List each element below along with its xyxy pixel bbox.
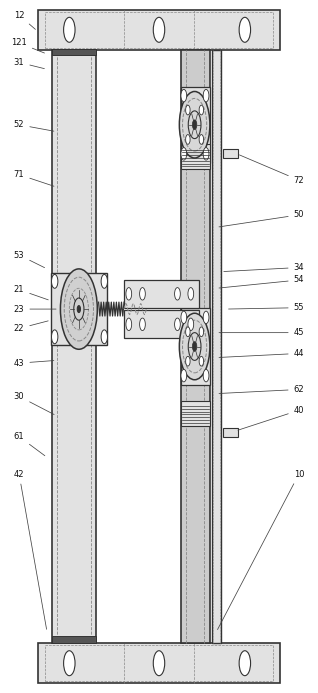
Text: 43: 43 [14,359,54,367]
Text: 50: 50 [219,211,304,227]
Text: 40: 40 [238,406,304,430]
Text: 10: 10 [218,470,304,629]
Bar [212,50,221,643]
Circle shape [179,91,210,158]
Bar [181,50,210,643]
Circle shape [140,288,145,300]
Bar [181,87,210,163]
Circle shape [52,330,58,344]
Bar [52,636,96,643]
Circle shape [186,327,190,337]
Text: 12: 12 [14,11,35,29]
Circle shape [188,288,194,300]
Circle shape [77,306,80,313]
Text: 52: 52 [14,121,54,131]
Circle shape [64,651,75,676]
Circle shape [199,134,204,144]
Text: 22: 22 [14,321,48,333]
Circle shape [186,356,190,366]
Text: 30: 30 [14,392,54,414]
Circle shape [181,89,187,102]
Bar [52,50,96,643]
Circle shape [181,148,187,160]
Text: 53: 53 [14,251,45,267]
Bar [38,643,280,683]
Text: 71: 71 [14,170,54,186]
Circle shape [52,274,58,288]
Circle shape [203,369,209,382]
Bar [52,49,96,55]
Circle shape [199,105,204,115]
Text: 44: 44 [219,349,304,358]
Text: 45: 45 [219,328,304,337]
Text: 62: 62 [219,385,304,394]
Bar [186,50,204,643]
Circle shape [175,288,180,300]
Circle shape [60,269,97,349]
Bar [223,428,238,437]
Circle shape [192,342,197,351]
Circle shape [203,89,209,102]
Text: 34: 34 [224,263,304,272]
Circle shape [153,17,165,42]
Bar [51,273,107,345]
Circle shape [186,134,190,144]
Bar [181,144,210,169]
Circle shape [203,311,209,324]
Bar [45,12,273,48]
Text: 42: 42 [14,470,46,629]
Bar [181,308,210,385]
Text: 61: 61 [14,432,45,456]
Text: 121: 121 [11,39,45,53]
Circle shape [64,17,75,42]
Circle shape [203,148,209,160]
Text: 23: 23 [14,305,56,313]
Circle shape [140,318,145,331]
Text: 21: 21 [14,286,48,300]
Circle shape [101,274,107,288]
Circle shape [153,651,165,676]
Bar [45,645,273,681]
Circle shape [181,369,187,382]
Circle shape [101,330,107,344]
Bar [124,280,199,308]
Bar [124,310,199,338]
Circle shape [199,327,204,337]
Circle shape [126,288,132,300]
Circle shape [126,318,132,331]
Bar [38,10,280,50]
Text: 54: 54 [219,276,304,288]
Circle shape [175,318,180,331]
Circle shape [179,313,210,380]
Circle shape [192,120,197,130]
Circle shape [188,318,194,331]
Circle shape [239,17,251,42]
Bar [223,149,238,158]
Bar [57,50,91,643]
Text: 72: 72 [239,155,304,184]
Circle shape [199,356,204,366]
Text: 31: 31 [14,58,45,69]
Circle shape [186,105,190,115]
Text: 55: 55 [229,304,304,312]
Circle shape [181,311,187,324]
Circle shape [239,651,251,676]
Bar [181,401,210,426]
